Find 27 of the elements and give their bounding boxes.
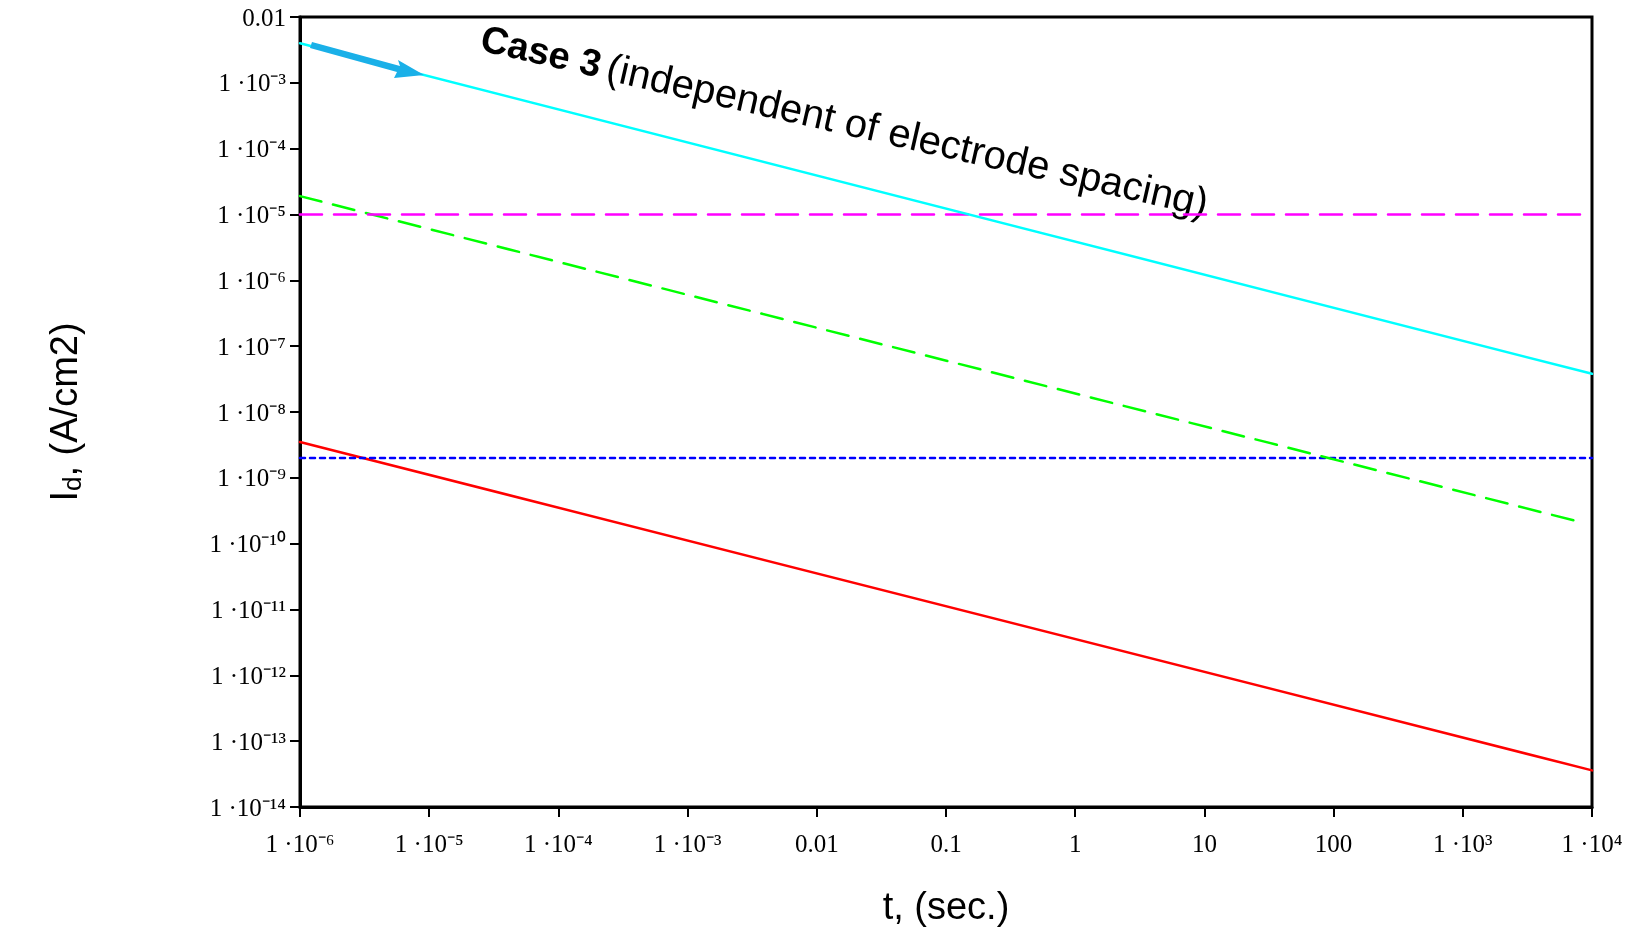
x-tick-label: 100 [1314, 830, 1353, 857]
x-tick-label: 0.01 [794, 830, 839, 857]
y-tick-label: 1 ·10⁻¹² [210, 661, 286, 689]
x-tick-label: 10 [1191, 830, 1217, 857]
annotation: Case 3 [476, 17, 606, 86]
y-axis-title: Id, (A/cm2) [43, 322, 87, 502]
y-tick-label: 1 ·10⁻³ [218, 69, 287, 97]
x-tick-label: 1 ·10⁻⁵ [394, 830, 464, 857]
y-tick-label: 1 ·10⁻⁹ [217, 464, 286, 492]
x-tick-label: 1 ·10⁻³ [653, 830, 722, 857]
x-tick-label: 1 ·10⁻⁴ [524, 830, 594, 857]
x-tick-label: 1 ·10³ [1433, 830, 1494, 857]
y-tick-label: 1 ·10⁻¹⁰ [209, 530, 286, 558]
y-tick-label: 0.01 [242, 3, 286, 31]
x-tick-label: 1 ·10⁴ [1561, 830, 1623, 857]
y-tick-label: 1 ·10⁻¹⁴ [209, 793, 287, 821]
y-tick-label: 1 ·10⁻⁴ [217, 135, 287, 163]
y-tick-label: 1 ·10⁻¹¹ [210, 596, 286, 623]
x-tick-label: 1 ·10⁻⁶ [265, 830, 335, 857]
y-tick-label: 1 ·10⁻⁵ [217, 201, 286, 228]
y-tick-label: 1 ·10⁻¹³ [210, 727, 287, 755]
y-tick-label: 1 ·10⁻⁸ [217, 398, 286, 426]
y-tick-label: 1 ·10⁻⁷ [217, 332, 286, 360]
y-tick-label: 1 ·10⁻⁶ [217, 266, 286, 294]
x-axis-title: t, (sec.) [882, 885, 1010, 927]
x-tick-label: 1 [1068, 830, 1082, 857]
x-tick-label: 0.1 [930, 830, 962, 857]
